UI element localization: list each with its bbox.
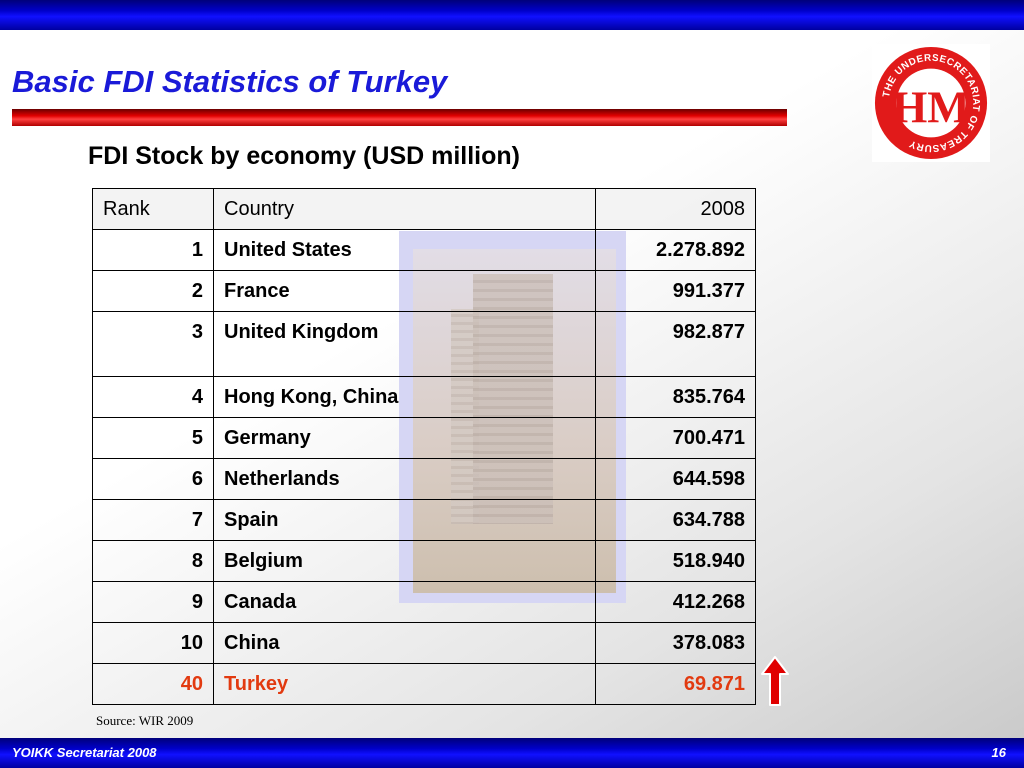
cell-country: France — [213, 270, 596, 312]
svg-text:HM: HM — [892, 83, 970, 133]
cell-rank: 2 — [92, 270, 214, 312]
cell-country: United Kingdom — [213, 311, 596, 377]
footer-organization: YOIKK Secretariat 2008 — [12, 745, 157, 760]
page-number: 16 — [991, 745, 1006, 760]
fdi-stock-table: Rank Country 2008 1 United States 2.278.89… — [92, 188, 756, 705]
table-row: 2 France 991.377 — [92, 270, 756, 312]
cell-country: Spain — [213, 499, 596, 541]
cell-rank: 4 — [92, 376, 214, 418]
cell-rank: 10 — [92, 622, 214, 664]
cell-country: Turkey — [213, 663, 596, 705]
cell-value: 982.877 — [595, 311, 756, 377]
table-subtitle: FDI Stock by economy (USD million) — [88, 142, 520, 170]
table-row: 3 United Kingdom 982.877 — [92, 311, 756, 377]
table-row: 8 Belgium 518.940 — [92, 540, 756, 582]
cell-country: China — [213, 622, 596, 664]
cell-country: United States — [213, 229, 596, 271]
cell-value: 835.764 — [595, 376, 756, 418]
table-row: 6 Netherlands 644.598 — [92, 458, 756, 500]
cell-rank: 1 — [92, 229, 214, 271]
top-banner-bar — [0, 0, 1024, 30]
header-year: 2008 — [595, 188, 756, 230]
bottom-banner-bar — [0, 738, 1024, 768]
cell-value: 644.598 — [595, 458, 756, 500]
cell-rank: 5 — [92, 417, 214, 459]
treasury-logo: THE UNDERSECRETARIAT OF TREASURY HM — [872, 44, 990, 162]
source-note: Source: WIR 2009 — [96, 713, 194, 728]
cell-rank: 9 — [92, 581, 214, 623]
table-row: 1 United States 2.278.892 — [92, 229, 756, 271]
cell-value: 2.278.892 — [595, 229, 756, 271]
cell-rank: 3 — [92, 311, 214, 377]
cell-rank: 6 — [92, 458, 214, 500]
cell-value: 69.871 — [595, 663, 756, 705]
table-row: 5 Germany 700.471 — [92, 417, 756, 459]
header-rank: Rank — [92, 188, 214, 230]
table-row: 10 China 378.083 — [92, 622, 756, 664]
cell-country: Netherlands — [213, 458, 596, 500]
table-header-row: Rank Country 2008 — [92, 188, 756, 230]
cell-value: 700.471 — [595, 417, 756, 459]
cell-country: Hong Kong, China — [213, 376, 596, 418]
up-arrow-icon — [761, 656, 789, 706]
table-row: 4 Hong Kong, China 835.764 — [92, 376, 756, 418]
table-row: 9 Canada 412.268 — [92, 581, 756, 623]
cell-value: 991.377 — [595, 270, 756, 312]
cell-value: 412.268 — [595, 581, 756, 623]
cell-rank: 8 — [92, 540, 214, 582]
title-underline-bar — [12, 109, 787, 126]
table-row: 40 Turkey 69.871 — [92, 663, 756, 705]
cell-country: Belgium — [213, 540, 596, 582]
cell-country: Germany — [213, 417, 596, 459]
cell-country: Canada — [213, 581, 596, 623]
header-country: Country — [213, 188, 596, 230]
slide-title: Basic FDI Statistics of Turkey — [12, 64, 448, 99]
cell-rank: 40 — [92, 663, 214, 705]
cell-value: 634.788 — [595, 499, 756, 541]
table-row: 7 Spain 634.788 — [92, 499, 756, 541]
cell-rank: 7 — [92, 499, 214, 541]
cell-value: 518.940 — [595, 540, 756, 582]
cell-value: 378.083 — [595, 622, 756, 664]
